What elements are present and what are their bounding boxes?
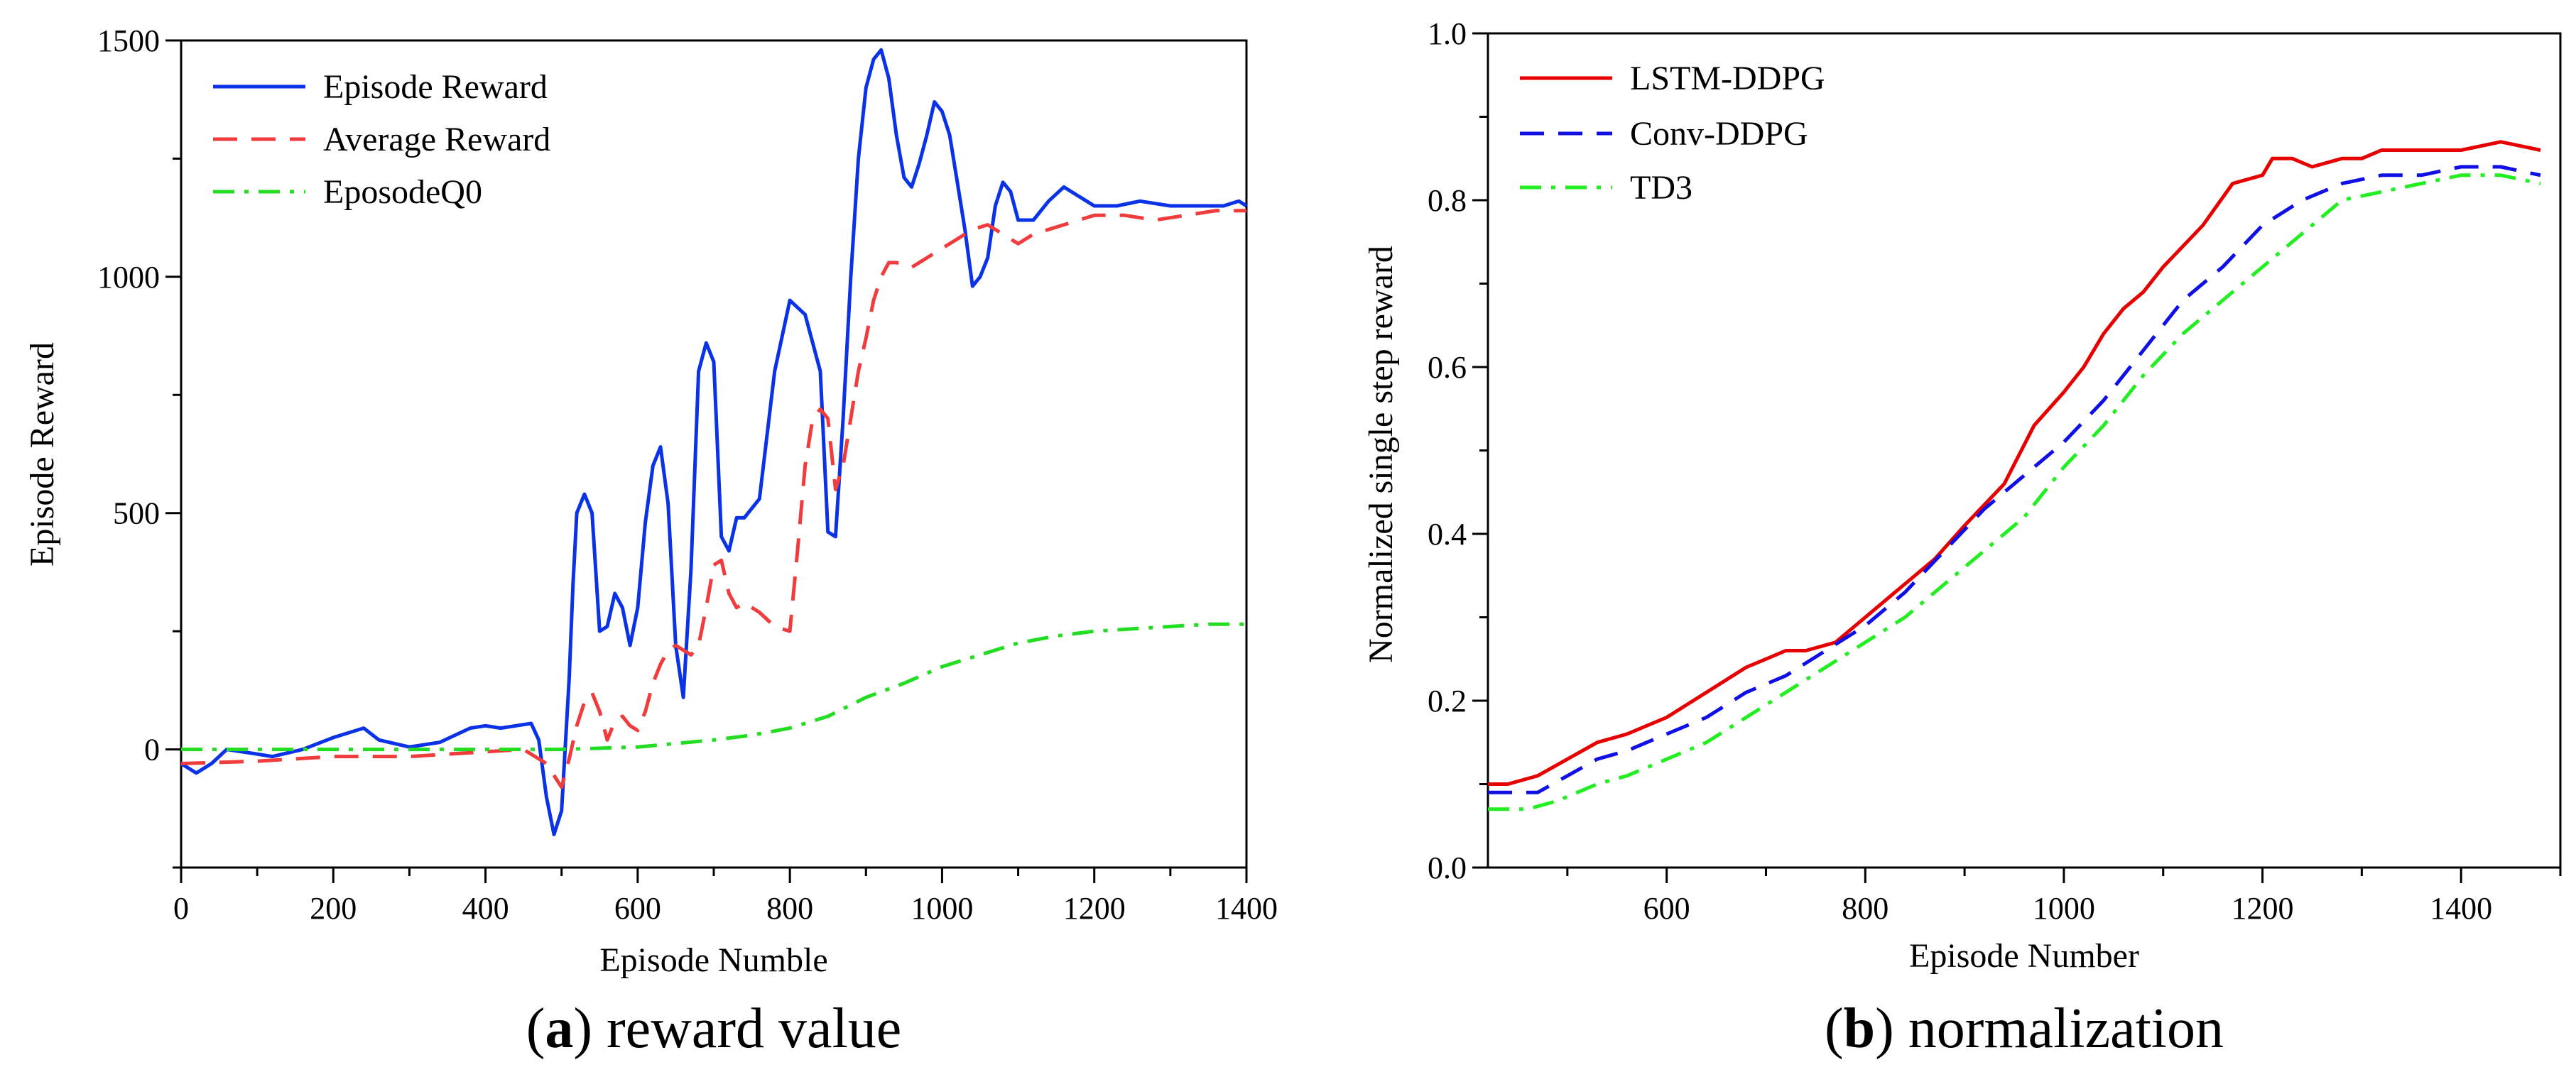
- panel-b-series: [1488, 140, 2541, 811]
- legend-label-conv-ddpg: Conv-DDPG: [1630, 115, 1808, 153]
- panel-a-caption-letter: a: [545, 997, 573, 1060]
- panel-a-x-tick-label: 1200: [1063, 891, 1126, 926]
- panel-a-y-tick-label: 0: [144, 733, 160, 767]
- panel-b-caption: (b) normalization: [1825, 997, 2224, 1060]
- series-line-average-reward: [180, 209, 1246, 789]
- panel-a-x-tick-label: 600: [614, 891, 661, 926]
- panel-b-y-tick-label: 0.8: [1428, 183, 1467, 218]
- panel-b-caption-text: normalization: [1908, 997, 2224, 1060]
- panel-a-y-tick-label: 500: [113, 496, 160, 531]
- panel-a-x-axis-label: Episode Numble: [599, 941, 827, 979]
- legend-label-average-reward: Average Reward: [323, 121, 550, 158]
- panel-a-y-tick-label: 1000: [97, 260, 160, 295]
- panel-b-caption-letter: b: [1844, 997, 1876, 1060]
- panel-b-x-tick-label: 1400: [2430, 891, 2492, 926]
- panel-b-y-tick-label: 0.0: [1428, 851, 1467, 885]
- panel-b-y-tick-label: 0.2: [1428, 684, 1467, 718]
- panel-a-y-tick-label: 1500: [97, 23, 160, 58]
- series-line-conv-ddpg: [1488, 165, 2541, 794]
- panel-b-normalization-chart: 600 800 1000 1200 1400 0.0 0.2 0.4 0.6 0.8 1.0 LST…: [1362, 16, 2562, 1060]
- panel-b-x-tick-label: 800: [1842, 891, 1888, 926]
- panel-a-x-tick-label: 800: [766, 891, 813, 926]
- panel-b-x-tick-label: 600: [1643, 891, 1690, 926]
- panel-a-caption-text: reward value: [607, 997, 901, 1060]
- panel-a-series: [180, 48, 1248, 836]
- panel-a-ticks: 0 200 400 600 800 1000 1200 1400 0 500 1000 1500: [97, 23, 1278, 926]
- panel-b-y-tick-label: 0.4: [1428, 517, 1467, 552]
- panel-a-reward-chart: 0 200 400 600 800 1000 1200 1400 0 500 1000 1500 Ep…: [23, 23, 1278, 1060]
- series-line-lstm-ddpg: [1488, 140, 2541, 786]
- series-line-eposodeq0: [181, 622, 1246, 752]
- legend-label-td3: TD3: [1630, 169, 1692, 207]
- panel-b-y-tick-label: 0.6: [1428, 350, 1467, 385]
- panel-a-x-tick-label: 1400: [1215, 891, 1278, 926]
- panel-a-caption: (a) reward value: [526, 997, 902, 1060]
- legend-label-eposodeq0: EposodeQ0: [323, 173, 482, 211]
- series-line-episode-reward: [180, 48, 1248, 836]
- panel-b-legend: LSTM-DDPG Conv-DDPG TD3: [1520, 60, 1825, 207]
- panel-b-x-axis-label: Episode Number: [1909, 937, 2139, 975]
- panel-b-ticks: 600 800 1000 1200 1400 0.0 0.2 0.4 0.6 0.8 1.0: [1428, 16, 2562, 926]
- series-line-td3: [1488, 173, 2541, 811]
- legend-label-lstm-ddpg: LSTM-DDPG: [1630, 60, 1825, 97]
- panel-a-x-tick-label: 400: [462, 891, 509, 926]
- panel-b-x-tick-label: 1200: [2232, 891, 2294, 926]
- legend-label-episode-reward: Episode Reward: [323, 68, 548, 106]
- panel-a-x-tick-label: 1000: [911, 891, 973, 926]
- panel-a-x-tick-label: 200: [310, 891, 357, 926]
- panel-a-plot-frame: [180, 39, 1248, 869]
- panel-b-y-axis-label: Normalized single step reward: [1362, 246, 1400, 663]
- panel-a-x-tick-label: 0: [173, 891, 189, 926]
- panel-a-legend: Episode Reward Average Reward EposodeQ0: [213, 68, 550, 211]
- panel-a-y-axis-label: Episode Reward: [23, 342, 61, 567]
- panel-b-y-tick-label: 1.0: [1428, 16, 1467, 51]
- panel-b-x-tick-label: 1000: [2033, 891, 2095, 926]
